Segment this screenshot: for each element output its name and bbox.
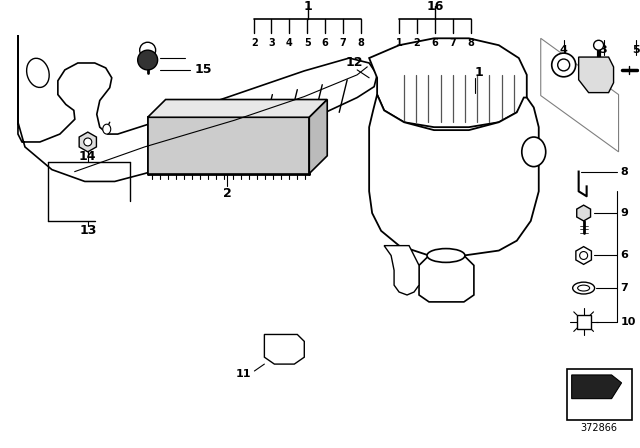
Text: 4: 4: [286, 38, 292, 48]
FancyBboxPatch shape: [566, 369, 632, 420]
Polygon shape: [264, 335, 304, 364]
Circle shape: [140, 42, 156, 58]
Text: 6: 6: [431, 38, 438, 48]
Circle shape: [594, 40, 604, 50]
Text: 5: 5: [632, 45, 639, 55]
Text: 4: 4: [560, 45, 568, 55]
Ellipse shape: [552, 53, 575, 77]
Polygon shape: [579, 57, 614, 93]
Text: 3: 3: [600, 45, 607, 55]
Ellipse shape: [27, 58, 49, 87]
Text: 6: 6: [621, 250, 628, 260]
Text: 6: 6: [322, 38, 328, 48]
Polygon shape: [419, 255, 474, 302]
Polygon shape: [369, 39, 527, 127]
Circle shape: [580, 251, 588, 259]
Text: 8: 8: [467, 38, 474, 48]
Ellipse shape: [557, 59, 570, 71]
Text: 372866: 372866: [580, 423, 617, 433]
Text: 2: 2: [223, 187, 232, 200]
Text: 15: 15: [195, 64, 212, 77]
Ellipse shape: [103, 124, 111, 134]
Polygon shape: [148, 117, 309, 173]
Polygon shape: [309, 99, 327, 173]
Text: 1: 1: [396, 38, 403, 48]
Text: 2: 2: [251, 38, 258, 48]
Text: 16: 16: [426, 0, 444, 13]
Text: 12: 12: [346, 56, 363, 69]
Ellipse shape: [573, 282, 595, 294]
Ellipse shape: [522, 137, 546, 167]
Text: 7: 7: [340, 38, 347, 48]
Polygon shape: [148, 99, 327, 117]
Ellipse shape: [578, 285, 589, 291]
Polygon shape: [541, 39, 618, 152]
Text: 7: 7: [621, 283, 628, 293]
Ellipse shape: [427, 249, 465, 263]
Text: 14: 14: [79, 150, 97, 163]
Text: 8: 8: [621, 167, 628, 177]
Text: 8: 8: [358, 38, 365, 48]
Polygon shape: [18, 35, 377, 181]
Text: 1: 1: [474, 66, 483, 79]
Polygon shape: [369, 95, 539, 255]
Circle shape: [138, 50, 157, 70]
Text: 9: 9: [621, 208, 628, 218]
Text: 3: 3: [268, 38, 275, 48]
Text: 5: 5: [304, 38, 310, 48]
Text: 11: 11: [236, 369, 252, 379]
Text: 7: 7: [449, 38, 456, 48]
Text: 10: 10: [621, 317, 636, 327]
Polygon shape: [384, 246, 419, 295]
Polygon shape: [572, 375, 621, 399]
Circle shape: [84, 138, 92, 146]
Text: 13: 13: [79, 224, 97, 237]
Text: 2: 2: [413, 38, 420, 48]
Text: 1: 1: [303, 0, 312, 13]
